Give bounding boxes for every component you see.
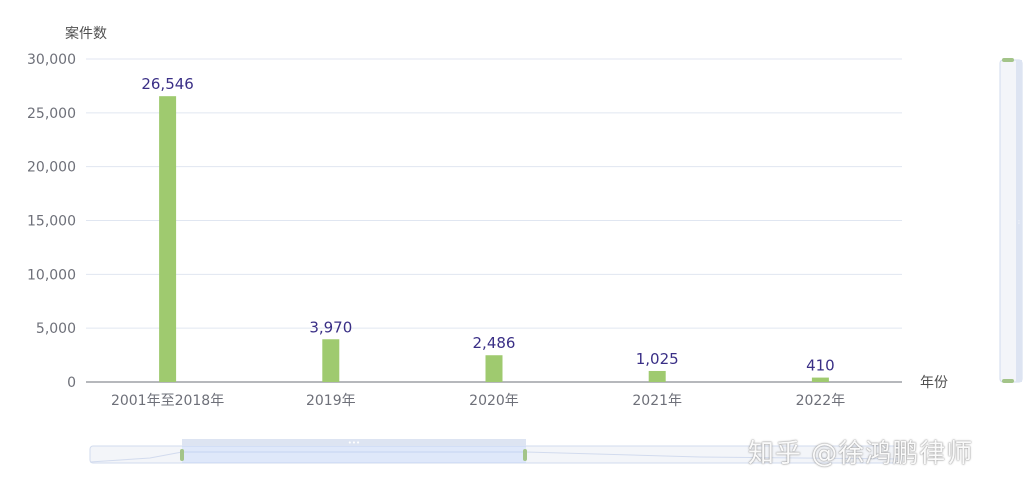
watermark: 知乎 @徐鸿鹏律师 [748,439,974,469]
bar-value-label: 26,546 [141,75,194,93]
zoom-slider-move-handle[interactable] [182,439,526,446]
vertical-zoom-slider[interactable]: ⁝ [999,58,1023,383]
vertical-slider-move-handle[interactable] [1016,60,1022,382]
bar-value-label: 2,486 [473,334,516,352]
vertical-slider-top-handle[interactable] [1002,58,1014,62]
x-tick-label: 2021年 [632,393,682,409]
x-tick-label: 2022年 [796,393,846,409]
zoom-slider-selection[interactable] [182,446,526,463]
y-tick-label: 10,000 [27,267,76,283]
y-tick-label: 20,000 [27,160,76,176]
grip-icon: ⁝ [1018,219,1020,226]
horizontal-zoom-slider[interactable]: ••• [89,439,903,464]
zoom-slider-preview-line [89,451,903,463]
y-tick-labels: 0 5,000 10,000 15,000 20,000 25,000 30,000 [27,52,76,391]
x-axis-title: 年份 [920,375,948,391]
zoom-slider-left-handle[interactable] [180,449,184,461]
bar-value-label: 3,970 [309,318,352,336]
bar[interactable] [648,370,666,382]
y-axis-title: 案件数 [65,25,107,42]
grip-icon: ••• [348,439,360,447]
x-tick-labels: 2001年至2018年 2019年 2020年 2021年 2022年 [111,393,845,409]
bar[interactable] [485,355,503,382]
bar[interactable] [811,377,829,382]
y-tick-label: 25,000 [27,106,76,122]
x-tick-label: 2001年至2018年 [111,393,224,409]
bar[interactable] [322,339,340,382]
grid-lines [86,58,902,329]
bar-value-label: 410 [806,357,835,375]
bars [159,96,829,383]
y-tick-label: 5,000 [36,321,76,337]
bar[interactable] [159,96,177,383]
y-tick-label: 0 [67,375,76,391]
y-tick-label: 30,000 [27,52,76,68]
bar-value-labels: 26,546 3,970 2,486 1,025 410 [141,75,834,374]
bar-value-label: 1,025 [636,350,679,368]
x-tick-label: 2020年 [469,393,519,409]
y-tick-label: 15,000 [27,214,76,230]
zoom-slider-right-handle[interactable] [523,449,527,461]
x-tick-label: 2019年 [306,393,356,409]
vertical-slider-bottom-handle[interactable] [1002,379,1014,383]
